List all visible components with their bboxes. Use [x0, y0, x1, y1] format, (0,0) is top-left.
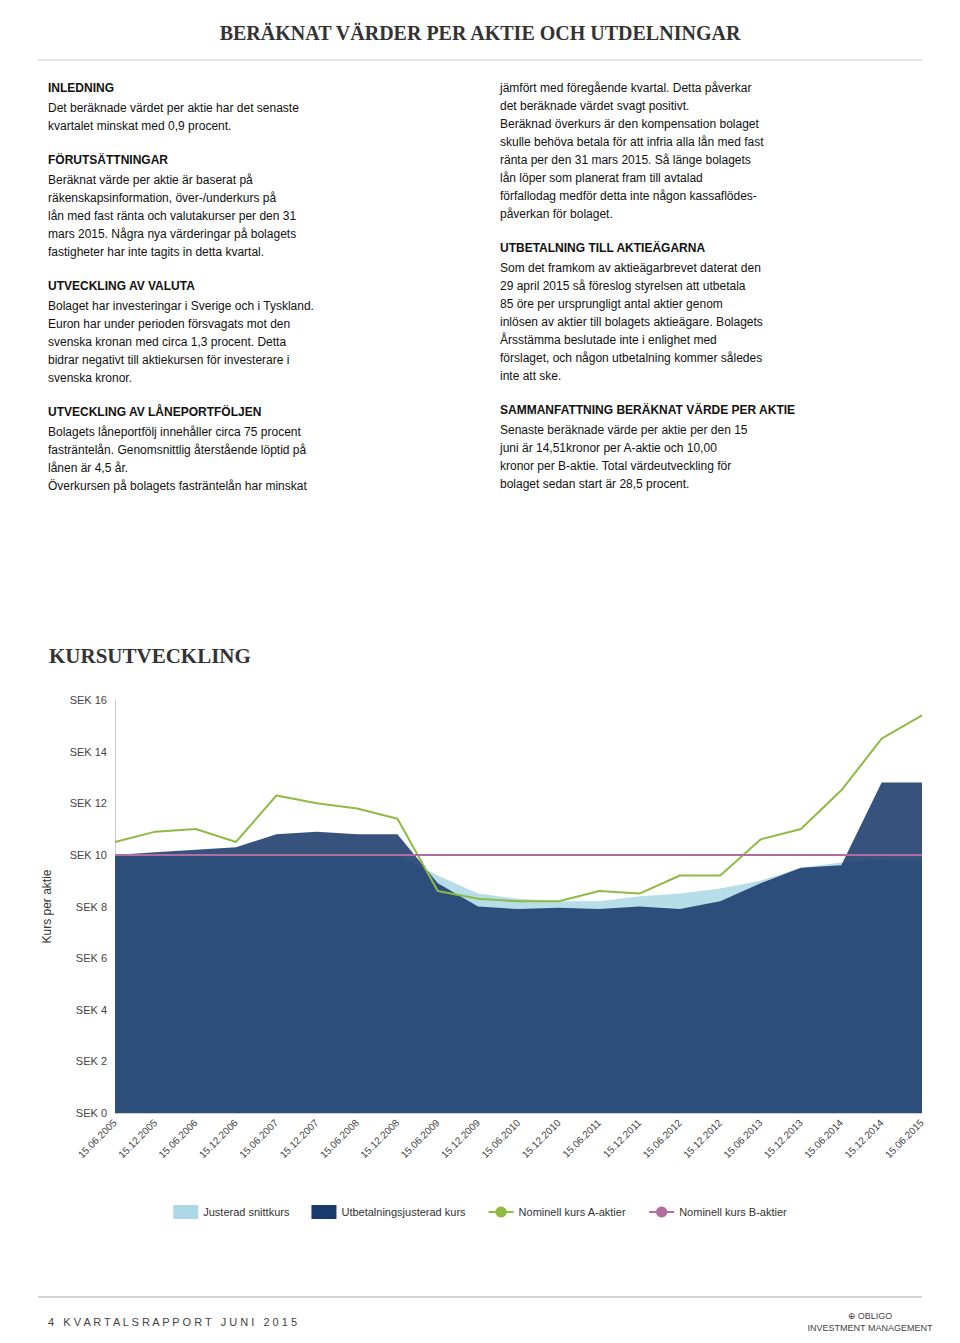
svg-text:Som det framkom av aktieägarbr: Som det framkom av aktieägarbrevet dater…: [500, 261, 761, 275]
svg-text:SEK 6: SEK 6: [76, 952, 107, 964]
svg-text:Beräknat värde per aktie är ba: Beräknat värde per aktie är baserat på: [48, 173, 253, 187]
svg-text:15.12.2012: 15.12.2012: [681, 1117, 724, 1160]
svg-text:Senaste beräknade värde per ak: Senaste beräknade värde per aktie per de…: [500, 423, 748, 437]
svg-text:⊕ OBLIGO: ⊕ OBLIGO: [848, 1311, 893, 1321]
svg-text:15.06.2014: 15.06.2014: [802, 1117, 845, 1160]
svg-text:lånen är 4,5 år.: lånen är 4,5 år.: [48, 461, 128, 475]
svg-text:UTBETALNING TILL AKTIEÄGARNA: UTBETALNING TILL AKTIEÄGARNA: [500, 240, 705, 255]
svg-text:Bolagets låneportfölj innehåll: Bolagets låneportfölj innehåller circa 7…: [48, 425, 301, 439]
svg-text:15.06.2005: 15.06.2005: [76, 1117, 119, 1160]
svg-text:Kurs per aktie: Kurs per aktie: [40, 869, 54, 943]
svg-text:bidrar negativt till aktiekurs: bidrar negativt till aktiekursen för inv…: [48, 353, 289, 367]
svg-text:kvartalet minskat med 0,9 proc: kvartalet minskat med 0,9 procent.: [48, 119, 231, 133]
svg-text:SEK 2: SEK 2: [76, 1055, 107, 1067]
svg-text:15.06.2013: 15.06.2013: [721, 1117, 764, 1160]
svg-text:FÖRUTSÄTTNINGAR: FÖRUTSÄTTNINGAR: [48, 152, 168, 167]
svg-text:SAMMANFATTNING BERÄKNAT VÄRDE: SAMMANFATTNING BERÄKNAT VÄRDE PER AKTIE: [500, 402, 795, 417]
svg-text:fasträntelån. Genomsnittlig åt: fasträntelån. Genomsnittlig återstående …: [48, 443, 306, 457]
svg-text:UTVECKLING AV LÅNEPORTFÖLJEN: UTVECKLING AV LÅNEPORTFÖLJEN: [48, 404, 261, 419]
svg-text:INLEDNING: INLEDNING: [48, 81, 114, 95]
svg-text:Justerad snittkurs: Justerad snittkurs: [203, 1206, 290, 1218]
svg-text:Nominell kurs B-aktier: Nominell kurs B-aktier: [679, 1206, 787, 1218]
svg-text:15.12.2013: 15.12.2013: [762, 1117, 805, 1160]
svg-text:KURSUTVECKLING: KURSUTVECKLING: [49, 644, 251, 668]
svg-text:Bolaget har investeringar i Sv: Bolaget har investeringar i Sverige och …: [48, 299, 314, 313]
svg-text:15.06.2011: 15.06.2011: [560, 1117, 603, 1160]
svg-text:15.12.2009: 15.12.2009: [439, 1117, 482, 1160]
svg-text:15.12.2005: 15.12.2005: [116, 1117, 159, 1160]
svg-text:SEK 12: SEK 12: [70, 797, 107, 809]
svg-text:SEK 14: SEK 14: [70, 746, 107, 758]
svg-text:15.06.2012: 15.06.2012: [641, 1117, 684, 1160]
svg-text:Beräknad överkurs är den kompe: Beräknad överkurs är den kompensation bo…: [500, 117, 759, 131]
svg-text:förfallodag medför detta inte: förfallodag medför detta inte någon kass…: [500, 189, 757, 203]
svg-text:det beräknade värdet svagt pos: det beräknade värdet svagt positivt.: [500, 99, 689, 113]
svg-text:kronor per B-aktie. Total värd: kronor per B-aktie. Total värdeutvecklin…: [500, 459, 731, 473]
svg-text:förslaget, och någon utbetalni: förslaget, och någon utbetalning kommer …: [500, 351, 762, 365]
svg-text:SEK 8: SEK 8: [76, 901, 107, 913]
svg-text:BERÄKNAT VÄRDER PER AKTIE OCH: BERÄKNAT VÄRDER PER AKTIE OCH UTDELNINGA…: [220, 22, 741, 44]
svg-text:ränta per den 31 mars 2015. Så: ränta per den 31 mars 2015. Så länge bol…: [500, 153, 751, 167]
svg-text:15.12.2011: 15.12.2011: [601, 1117, 644, 1160]
svg-text:15.06.2007: 15.06.2007: [237, 1117, 280, 1160]
svg-text:lån med fast ränta och valutak: lån med fast ränta och valutakurser per …: [48, 209, 296, 223]
svg-text:Årsstämma beslutade inte i enl: Årsstämma beslutade inte i enlighet med: [500, 332, 717, 347]
svg-text:Det beräknade värdet per aktie: Det beräknade värdet per aktie har det s…: [48, 101, 299, 115]
svg-text:svenska kronor.: svenska kronor.: [48, 371, 132, 385]
svg-text:15.12.2006: 15.12.2006: [197, 1117, 240, 1160]
svg-text:mars 2015. Några nya värdering: mars 2015. Några nya värderingar på bola…: [48, 227, 296, 241]
svg-text:svenska kronan med circa 1,3 p: svenska kronan med circa 1,3 procent. De…: [48, 335, 286, 349]
svg-text:Överkursen på bolagets fasträn: Överkursen på bolagets fasträntelån har …: [48, 479, 307, 493]
svg-text:räkenskapsinformation, över-/u: räkenskapsinformation, över-/underkurs p…: [48, 191, 276, 205]
svg-text:skulle behöva betala för att i: skulle behöva betala för att infria alla…: [500, 135, 764, 149]
svg-text:SEK 10: SEK 10: [70, 849, 107, 861]
svg-text:15.06.2009: 15.06.2009: [399, 1117, 442, 1160]
svg-text:15.12.2010: 15.12.2010: [520, 1117, 563, 1160]
svg-text:Utbetalningsjusterad kurs: Utbetalningsjusterad kurs: [341, 1206, 466, 1218]
svg-text:15.06.2015: 15.06.2015: [883, 1117, 926, 1160]
svg-text:15.06.2008: 15.06.2008: [318, 1117, 361, 1160]
svg-text:85 öre per ursprungligt antal: 85 öre per ursprungligt antal aktier gen…: [500, 297, 723, 311]
svg-text:bolaget sedan start är 28,5 pr: bolaget sedan start är 28,5 procent.: [500, 477, 689, 491]
svg-text:4 K V A R T A L S R A P P O: 4 K V A R T A L S R A P P O R T J U N I …: [48, 1316, 297, 1328]
svg-text:lån löper som planerat fram ti: lån löper som planerat fram till avtalad: [500, 171, 703, 185]
svg-text:15.06.2006: 15.06.2006: [156, 1117, 199, 1160]
svg-text:SEK 0: SEK 0: [76, 1107, 107, 1119]
svg-text:15.12.2007: 15.12.2007: [278, 1117, 321, 1160]
svg-text:fastigheter har inte tagits in: fastigheter har inte tagits in detta kva…: [48, 245, 264, 259]
svg-text:UTVECKLING AV VALUTA: UTVECKLING AV VALUTA: [48, 279, 195, 293]
svg-text:15.12.2008: 15.12.2008: [358, 1117, 401, 1160]
svg-text:15.12.2014: 15.12.2014: [842, 1117, 885, 1160]
svg-text:SEK 4: SEK 4: [76, 1004, 107, 1016]
svg-text:29 april 2015 så föreslog styr: 29 april 2015 så föreslog styrelsen att …: [500, 279, 746, 293]
svg-text:15.06.2010: 15.06.2010: [479, 1117, 522, 1160]
svg-text:jämfört med föregående kvartal: jämfört med föregående kvartal. Detta på…: [499, 81, 751, 95]
svg-text:påverkan för bolaget.: påverkan för bolaget.: [500, 207, 613, 221]
svg-text:inlösen av aktier till bolaget: inlösen av aktier till bolagets aktieäga…: [500, 315, 763, 329]
svg-text:Nominell kurs A-aktier: Nominell kurs A-aktier: [519, 1206, 626, 1218]
svg-text:INVESTMENT MANAGEMENT: INVESTMENT MANAGEMENT: [808, 1323, 933, 1333]
svg-text:Euron har under perioden försv: Euron har under perioden försvagats mot …: [48, 317, 290, 331]
svg-text:SEK 16: SEK 16: [70, 694, 107, 706]
svg-text:juni är 14,51kronor per A-akti: juni är 14,51kronor per A-aktie och 10,0…: [499, 441, 717, 455]
svg-text:inte att ske.: inte att ske.: [500, 369, 561, 383]
